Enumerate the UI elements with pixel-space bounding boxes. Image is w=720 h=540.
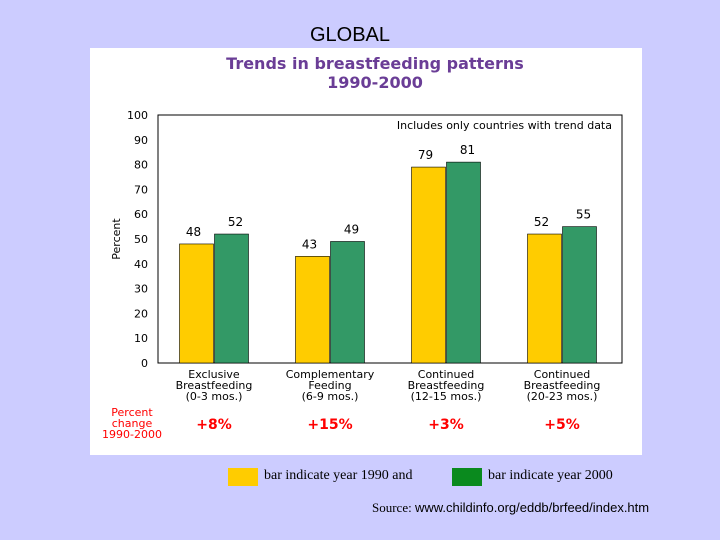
- percent-change-label: +3%: [428, 417, 464, 433]
- y-tick-label: 20: [134, 307, 148, 320]
- y-tick-label: 40: [134, 258, 148, 271]
- percent-change-heading: 1990-2000: [102, 428, 162, 441]
- y-tick-label: 10: [134, 332, 148, 345]
- legend-label-1990: bar indicate year 1990 and: [264, 468, 413, 483]
- bar-value-label: 55: [576, 208, 591, 222]
- bar-1990-2: [411, 166, 446, 364]
- breastfeeding-chart: Trends in breastfeeding patterns1990-200…: [102, 54, 623, 441]
- bar-2000-2: [446, 161, 481, 364]
- category-label: Exclusive: [188, 368, 240, 381]
- percent-change-label: +8%: [196, 417, 232, 433]
- y-tick-label: 50: [134, 233, 148, 246]
- bar-1990-3: [527, 233, 562, 364]
- y-tick-label: 30: [134, 283, 148, 296]
- bar-1990-1: [295, 256, 330, 364]
- percent-change-heading: change: [112, 417, 153, 430]
- category-label: Feeding: [308, 379, 351, 392]
- percent-change-label: +5%: [544, 417, 580, 433]
- category-label: Continued: [418, 368, 474, 381]
- plot-frame: [157, 114, 623, 364]
- slide-title: GLOBAL: [309, 24, 391, 46]
- legend-label-2000: bar indicate year 2000: [488, 468, 613, 483]
- bar-value-label: 43: [302, 237, 317, 251]
- y-tick-label: 100: [127, 109, 148, 122]
- source-prefix: Source:: [372, 500, 412, 515]
- y-tick-label: 60: [134, 208, 148, 221]
- bar-1990-0: [179, 243, 214, 364]
- chart-note: Includes only countries with trend data: [397, 119, 612, 132]
- bar-2000-0: [214, 233, 249, 364]
- source-note: Source: www.childinfo.org/eddb/brfeed/in…: [372, 500, 649, 516]
- y-tick-label: 90: [134, 134, 148, 147]
- chart-panel: Trends in breastfeeding patterns 1990-200…: [90, 48, 642, 455]
- legend-swatch-2000: [452, 468, 482, 486]
- chart-subtitle: 1990-2000: [327, 73, 423, 92]
- y-tick-label: 70: [134, 183, 148, 196]
- bar-value-label: 52: [534, 215, 549, 229]
- category-label: Breastfeeding: [176, 379, 253, 392]
- chart-title: Trends in breastfeeding patterns: [226, 54, 524, 73]
- bar-value-label: 49: [344, 222, 359, 236]
- source-url[interactable]: www.childinfo.org/eddb/brfeed/index.htm: [414, 500, 650, 515]
- y-tick-label: 80: [134, 159, 148, 172]
- category-label: Complementary: [286, 368, 375, 381]
- bar-value-label: 79: [418, 148, 433, 162]
- bar-2000-3: [562, 226, 597, 364]
- bar-value-label: 52: [228, 215, 243, 229]
- legend-swatch-1990: [228, 468, 258, 486]
- category-label: Continued: [534, 368, 590, 381]
- bar-2000-1: [330, 241, 365, 364]
- bar-value-label: 48: [186, 225, 201, 239]
- legend: bar indicate year 1990 and bar indicate …: [0, 466, 720, 486]
- percent-change-label: +15%: [307, 417, 352, 433]
- category-label: (12-15 mos.): [411, 390, 482, 403]
- category-label: Breastfeeding: [524, 379, 601, 392]
- category-label: (20-23 mos.): [527, 390, 598, 403]
- y-axis-label: Percent: [110, 218, 123, 260]
- category-label: (0-3 mos.): [186, 390, 243, 403]
- category-label: (6-9 mos.): [302, 390, 359, 403]
- y-tick-label: 0: [141, 357, 148, 370]
- percent-change-heading: Percent: [111, 406, 153, 419]
- category-label: Breastfeeding: [408, 379, 485, 392]
- bar-value-label: 81: [460, 143, 475, 157]
